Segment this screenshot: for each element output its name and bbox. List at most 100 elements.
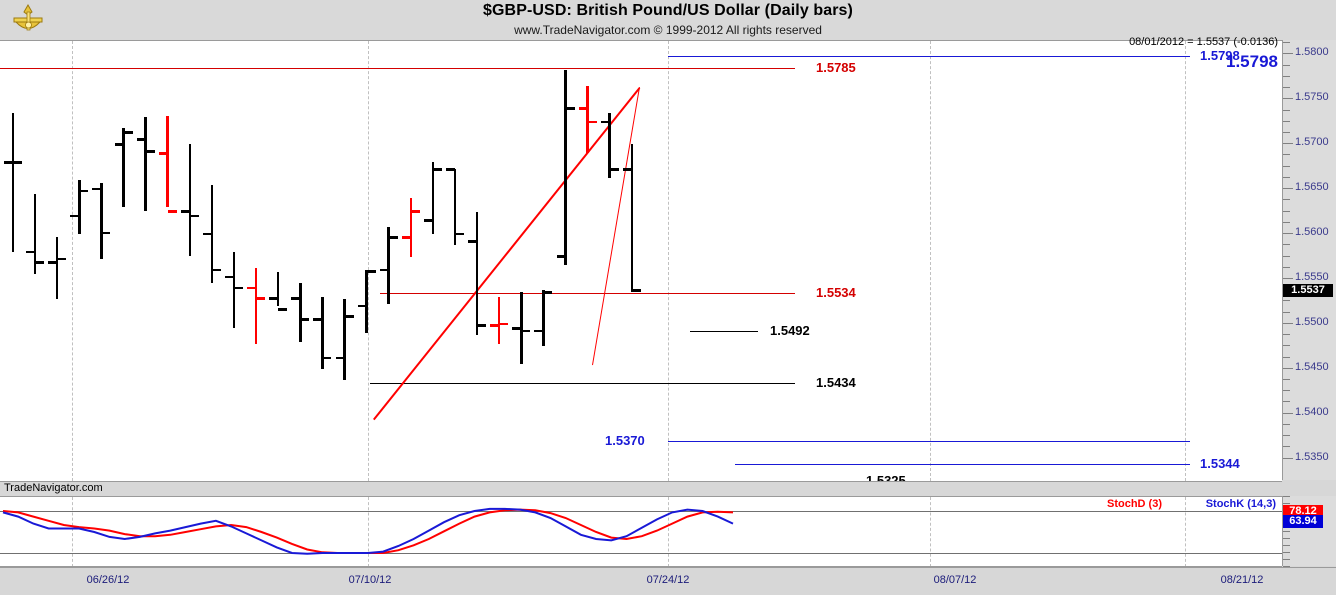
price-axis-tick [1283,457,1293,459]
stochastic-pane[interactable] [0,496,1282,568]
ohlc-bar [343,298,346,380]
ohlc-bar [409,198,413,257]
price-axis-minor-tick [1283,109,1290,111]
price-axis-tick [1283,188,1293,190]
level-1-5344-line[interactable] [735,463,1190,465]
price-axis-minor-tick [1283,165,1290,167]
ohlc-bar [608,112,611,179]
ohlc-close-tick [521,329,531,333]
ohlc-open-tick [534,329,544,333]
ohlc-close-tick [366,270,376,274]
price-axis-label: 1.5350 [1295,450,1329,463]
ohlc-close-tick [587,120,597,124]
price-axis[interactable]: 1.5800 1.5750 1.5700 1.5650 1.5600 1.5550 1.55… [1282,40,1336,480]
stochd-line [2,508,734,554]
ohlc-bar [11,112,15,252]
price-axis-tick [1283,277,1293,279]
price-gridline-v [668,41,669,481]
ohlc-bar [431,162,435,235]
price-axis-minor-tick [1283,435,1290,437]
price-axis-label: 1.5800 [1295,46,1329,59]
level-1-5492-label: 1.5492 [770,323,810,339]
ohlc-close-tick [300,318,310,321]
ohlc-open-tick [379,268,389,272]
ohlc-close-tick [13,160,22,164]
ohlc-close-tick [543,291,553,294]
ohlc-close-tick [234,286,243,290]
level-1-5370-line[interactable] [668,440,1190,442]
stochastic-gridline-v [668,497,669,567]
ohlc-open-tick [578,107,588,110]
price-gridline-v [368,41,369,481]
ohlc-close-tick [123,131,133,134]
date-axis-label: 08/21/12 [1220,574,1264,586]
ohlc-open-tick [446,168,455,171]
ohlc-open-tick [180,210,190,213]
stochastic-axis[interactable]: 78.12 63.94 [1282,496,1336,567]
price-axis-label: 1.5600 [1295,226,1329,239]
ohlc-open-tick [490,324,500,327]
ohlc-close-tick [388,236,398,239]
axis-divider [0,566,1282,567]
chart-subtitle: www.TradeNavigator.com © 1999-2012 All r… [514,23,822,37]
ohlc-close-tick [211,268,221,272]
ohlc-open-tick [600,120,610,124]
ohlc-bar [299,283,302,342]
stochastic-gridline-v [72,497,73,567]
ohlc-open-tick [401,236,411,239]
price-pane[interactable]: 1.5785 1.5798 1.5534 1.5492 1.5434 1.5370 1.53… [0,40,1282,482]
ohlc-open-tick [468,239,478,243]
price-gridline-v [930,41,931,481]
resistance-1-5798-line[interactable] [668,56,1190,58]
resistance-1-5798-label: 1.5798 [1200,48,1240,64]
stochastic-gridline-v [1185,497,1186,567]
stochastic-axis-tick [1283,552,1290,553]
price-axis-minor-tick [1283,154,1290,156]
price-axis-minor-tick [1283,64,1290,66]
price-axis-minor-tick [1283,42,1290,44]
watermark: TradeNavigator.com [4,482,103,494]
date-axis-label: 06/26/12 [86,574,130,586]
level-1-5492-line[interactable] [690,331,758,333]
price-axis-label: 1.5700 [1295,136,1329,149]
price-axis-minor-tick [1283,75,1290,77]
ohlc-close-tick [631,289,641,292]
stochastic-plot-area [0,497,1282,567]
ohlc-bar [78,180,81,235]
price-axis-minor-tick [1283,390,1290,392]
ohlc-close-tick [565,107,575,110]
support-1-5534-line[interactable] [380,293,795,295]
ohlc-bar [122,128,125,208]
ohlc-open-tick [423,219,433,222]
ohlc-close-tick [344,315,354,318]
uptrend-line[interactable] [373,87,641,421]
ohlc-close-tick [145,150,155,153]
ohlc-open-tick [92,187,102,191]
ohlc-open-tick [136,138,146,142]
level-1-5344-label: 1.5344 [1200,455,1240,471]
price-gridline-v [72,41,73,481]
ohlc-close-tick [499,322,509,326]
price-axis-minor-tick [1283,244,1290,246]
stochastic-axis-tick [1283,496,1290,497]
ohlc-bar [542,289,545,347]
ohlc-open-tick [114,142,124,146]
level-1-5370-label: 1.5370 [605,432,645,448]
ohlc-open-tick [225,275,234,279]
date-axis-label: 08/07/12 [933,574,977,586]
stochastic-axis-tick [1283,503,1290,504]
date-axis-label: 07/10/12 [348,574,392,586]
date-axis[interactable]: 06/26/12 07/10/12 07/24/12 08/07/12 08/21/12 [0,567,1336,595]
ohlc-close-tick [609,168,619,171]
chart-title: $GBP-USD: British Pound/US Dollar (Daily… [483,2,853,19]
level-1-5434-line[interactable] [370,383,795,385]
price-axis-tick [1283,233,1293,235]
resistance-1-5785-line[interactable] [0,67,795,69]
quote-readout: 08/01/2012 = 1.5537 (-0.0136) [1129,36,1278,48]
ohlc-close-tick [410,210,420,213]
ohlc-open-tick [269,297,279,300]
ohlc-bar [365,269,368,333]
ohlc-close-tick [101,231,111,235]
ohlc-close-tick [256,297,266,300]
price-axis-minor-tick [1283,176,1290,178]
